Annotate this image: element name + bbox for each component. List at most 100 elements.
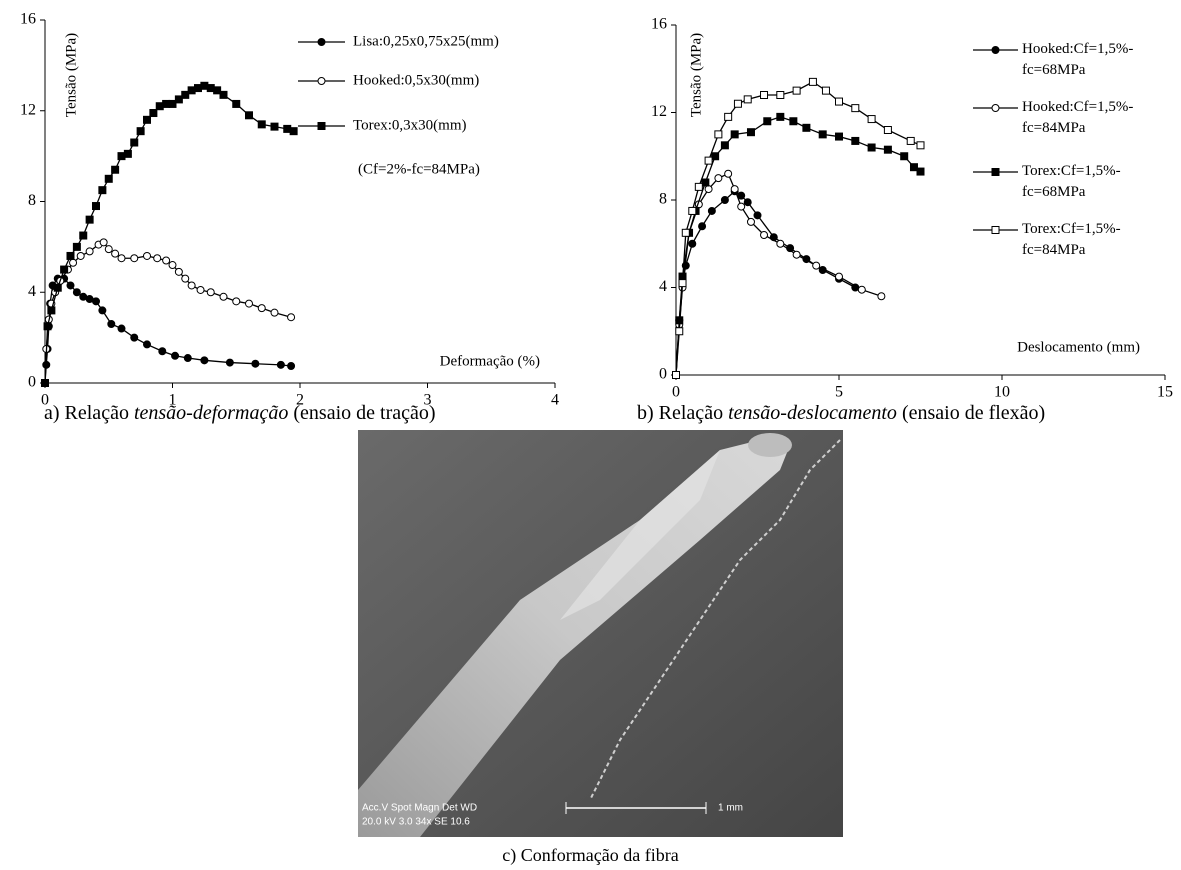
series-line (675, 116, 921, 376)
marker (688, 239, 697, 248)
marker (808, 77, 817, 86)
marker (743, 198, 752, 207)
marker (821, 86, 830, 95)
scale-bar-label: 1 mm (718, 803, 743, 814)
legend-label: Hooked:Cf=1,5%-fc=68MPa (1022, 41, 1134, 78)
marker (688, 206, 697, 215)
y-tick-label: 0 (28, 374, 36, 391)
marker (704, 156, 713, 165)
marker (183, 354, 192, 363)
y-tick-label: 16 (651, 16, 667, 33)
marker (724, 169, 733, 178)
marker (104, 245, 113, 254)
marker (701, 178, 710, 187)
caption-part: a) Relação (44, 402, 134, 424)
marker (835, 97, 843, 106)
marker (900, 152, 909, 161)
marker (143, 115, 151, 124)
marker (763, 117, 772, 126)
marker (730, 185, 739, 194)
marker (251, 359, 260, 368)
legend-label: Torex:0,3x30(mm) (353, 117, 467, 133)
marker (117, 324, 126, 333)
legend-marker (317, 122, 326, 130)
legend-label: Torex:Cf=1,5%-fc=68MPa (1022, 163, 1121, 200)
marker (92, 202, 100, 211)
legend-marker (991, 226, 1000, 234)
legend-marker (317, 77, 326, 85)
marker (753, 211, 762, 220)
marker (245, 299, 253, 308)
marker (174, 267, 183, 276)
marker (99, 238, 108, 247)
marker (168, 99, 177, 108)
marker (720, 141, 729, 150)
micrograph-info: 20.0 kV 3.0 34x SE 10.6 (362, 817, 470, 828)
marker (711, 152, 720, 161)
legend-label: Lisa:0,25x0,75x25(mm) (353, 33, 499, 49)
marker (746, 217, 755, 226)
marker (714, 174, 723, 183)
marker (171, 351, 180, 360)
marker (66, 251, 75, 260)
series-line (675, 190, 856, 376)
marker (245, 111, 253, 120)
marker (909, 163, 918, 172)
marker (158, 347, 167, 356)
marker (737, 191, 746, 200)
marker (174, 95, 183, 104)
series-line (675, 81, 921, 376)
marker (232, 297, 241, 306)
marker (225, 358, 234, 367)
caption-part: b) Relação (637, 402, 729, 424)
legend-marker (991, 104, 1000, 112)
x-tick-label: 10 (994, 384, 1010, 401)
marker (213, 86, 222, 95)
marker (707, 206, 716, 215)
marker (867, 143, 876, 152)
marker (851, 136, 860, 145)
y-tick-label: 12 (20, 101, 36, 118)
marker (92, 297, 100, 306)
micrograph: Acc.V Spot Magn Det WD 20.0 kV 3.0 34x S… (358, 430, 843, 837)
marker (219, 90, 228, 99)
marker (789, 117, 798, 126)
marker (200, 356, 209, 365)
legend-label: Hooked:0,5x30(mm) (353, 72, 479, 88)
marker (47, 306, 56, 315)
marker (111, 165, 120, 174)
marker (867, 115, 876, 124)
marker (792, 250, 801, 259)
x-tick-label: 0 (41, 392, 49, 409)
marker (43, 322, 52, 331)
marker (168, 261, 177, 270)
marker (130, 254, 139, 263)
marker (136, 127, 145, 136)
marker (85, 215, 94, 224)
marker (104, 174, 113, 183)
series-line (675, 172, 882, 376)
marker (812, 261, 821, 270)
y-tick-label: 0 (659, 366, 667, 383)
marker (69, 258, 78, 267)
marker (232, 99, 241, 108)
y-tick-label: 16 (20, 11, 36, 28)
marker (111, 249, 120, 258)
marker (694, 182, 703, 191)
marker (835, 132, 843, 141)
marker (72, 242, 81, 251)
marker (149, 109, 158, 118)
marker (776, 112, 785, 121)
y-tick-label: 4 (659, 278, 667, 295)
x-tick-label: 15 (1157, 384, 1173, 401)
marker (724, 112, 733, 121)
annotation: (Cf=2%-fc=84MPa) (358, 161, 480, 177)
marker (835, 272, 843, 281)
legend-label: Hooked:Cf=1,5%-fc=84MPa (1022, 99, 1134, 136)
caption: c) Conformação da fibra (502, 845, 679, 865)
marker (746, 128, 755, 137)
marker (72, 288, 81, 297)
marker (162, 256, 171, 265)
marker (733, 99, 742, 108)
